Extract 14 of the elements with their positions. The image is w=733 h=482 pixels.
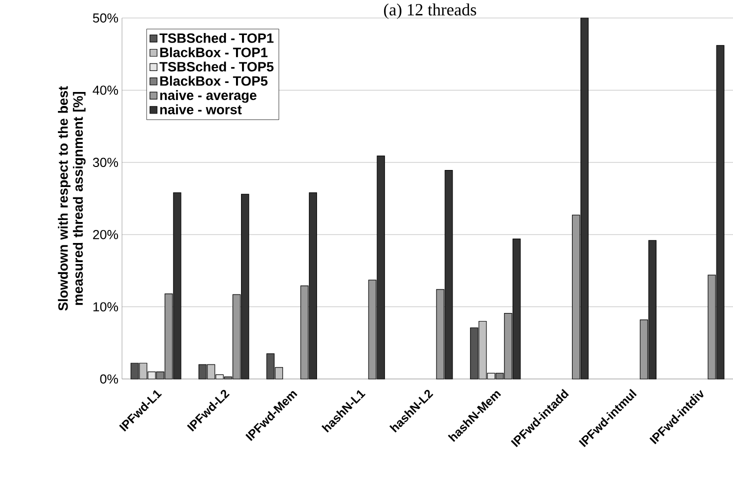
legend-label: BlackBox - TOP5 <box>160 76 268 86</box>
legend-label: BlackBox - TOP1 <box>160 47 268 58</box>
y-axis-title: Slowdown with respect to the best measured thread assignment [%] <box>58 86 86 311</box>
legend-label: TSBSched - TOP5 <box>160 62 274 72</box>
y-tick-label: 0% <box>100 374 118 384</box>
legend-label: naive - average <box>160 90 256 103</box>
legend-label: TSBSched - TOP1 <box>160 33 274 43</box>
y-tick-label: 40% <box>92 86 118 95</box>
legend-label: naive - worst <box>160 104 242 114</box>
y-tick-label: 10% <box>93 302 118 312</box>
y-tick-label: 20% <box>93 230 118 240</box>
chart-title: (a) 12 threads <box>384 4 476 19</box>
y-tick-label: 50% <box>92 13 118 23</box>
y-tick-label: 30% <box>92 158 118 167</box>
